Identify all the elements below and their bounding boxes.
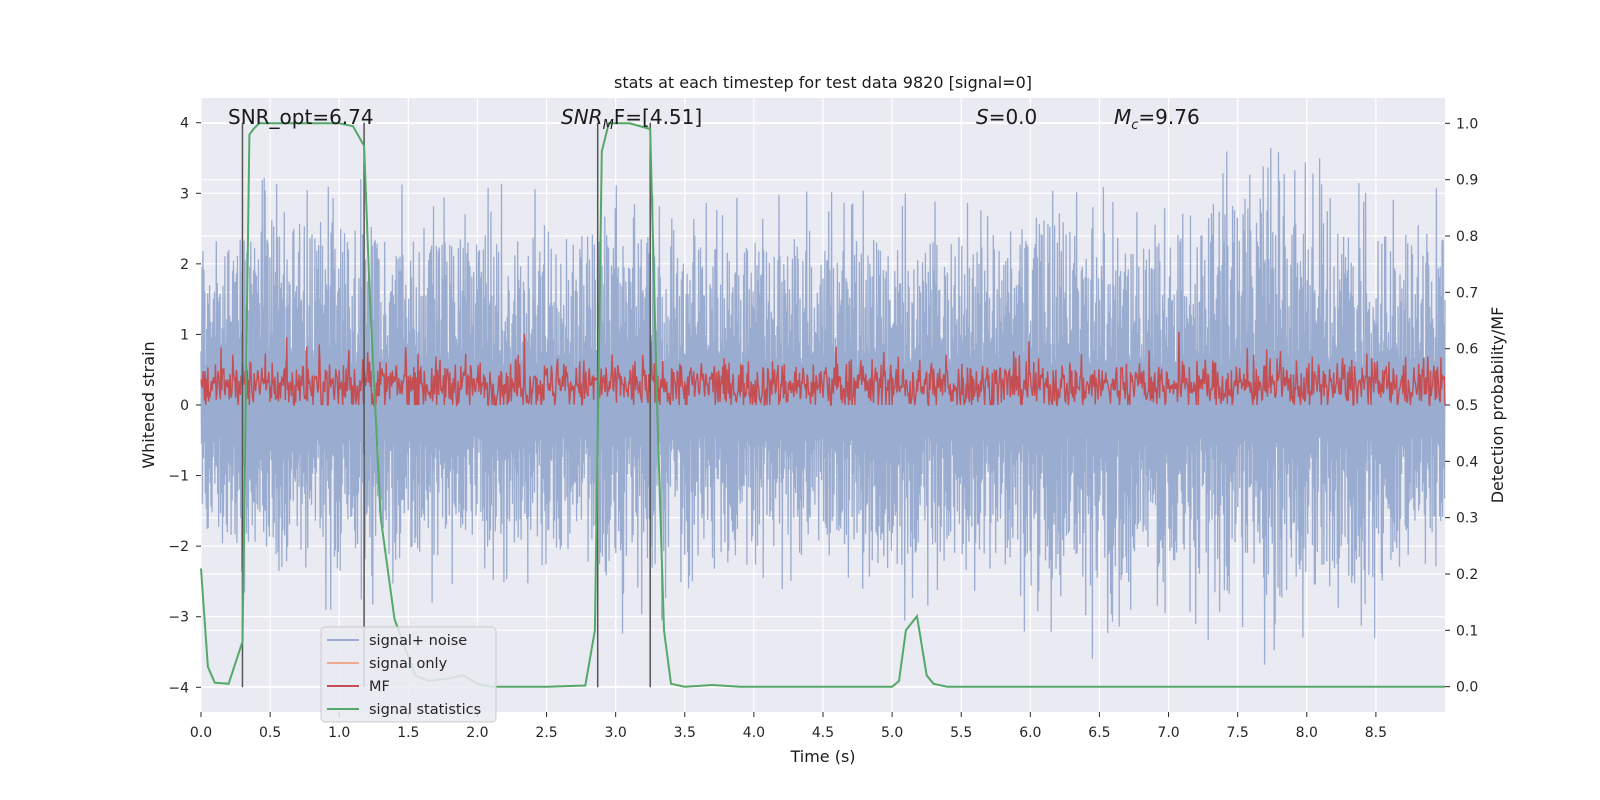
- y2-tick-label: 0.3: [1456, 511, 1478, 527]
- annotation-snr-mf-sub: M: [603, 118, 614, 133]
- y-tick-label: −4: [168, 680, 189, 696]
- annotation-mc-sub: c: [1131, 118, 1138, 133]
- annotation-s-rest: =0.0: [989, 105, 1038, 129]
- x-tick-label: 8.5: [1365, 725, 1387, 741]
- y-tick-label: 0: [180, 398, 189, 414]
- series-signal-statistics: [200, 122, 1445, 688]
- x-tick-label: 0.0: [190, 725, 212, 741]
- x-tick-label: 6.5: [1088, 725, 1110, 741]
- annotation-mc-rest: =9.76: [1138, 105, 1199, 129]
- x-axis-ticks: 0.0 0.5 1.0 1.5 2.0 2.5 3.0 3.5 4.0 4.5 5.0 5.5 6.0 6…: [190, 712, 1387, 741]
- y-tick-label: −3: [168, 610, 189, 626]
- x-tick-label: 7.0: [1157, 725, 1179, 741]
- series-signal-noise: [200, 147, 1446, 665]
- annotation-snr-opt: SNR_opt=6.74: [228, 105, 374, 129]
- y-tick-label: 2: [180, 257, 189, 273]
- x-tick-label: 4.5: [812, 725, 834, 741]
- annotation-snr-mf-rest: F=[4.51]: [614, 105, 702, 129]
- x-tick-label: 2.0: [466, 725, 488, 741]
- y2-tick-label: 0.6: [1456, 342, 1478, 358]
- y2-axis-ticks: 1.0 0.9 0.8 0.7 0.6 0.5 0.4 0.3 0.2 0.1 0.0: [1445, 116, 1478, 696]
- y-tick-label: 1: [180, 327, 189, 343]
- chart-title: stats at each timestep for test data 982…: [614, 73, 1032, 92]
- y2-tick-label: 1.0: [1456, 116, 1478, 132]
- x-tick-label: 2.5: [535, 725, 557, 741]
- y-tick-label: 4: [180, 116, 189, 132]
- legend-label: signal+ noise: [369, 633, 467, 649]
- x-tick-label: 5.5: [950, 725, 972, 741]
- y2-tick-label: 0.1: [1456, 623, 1478, 639]
- legend: signal+ noise signal only MF signal statist…: [320, 626, 497, 723]
- signal-statistics-line: [200, 122, 1445, 688]
- x-axis-label: Time (s): [789, 747, 855, 766]
- annotation-snr-mf-label: SNR: [561, 105, 603, 129]
- series-mf: [200, 331, 1446, 408]
- annotation-mc-label: M: [1114, 105, 1131, 129]
- y-tick-label: −1: [168, 469, 189, 485]
- y2-tick-label: 0.0: [1456, 680, 1478, 696]
- y2-tick-label: 0.4: [1456, 454, 1478, 470]
- x-tick-label: 0.5: [259, 725, 281, 741]
- legend-label: signal only: [369, 656, 448, 672]
- y-tick-label: 3: [180, 186, 189, 202]
- x-tick-label: 3.5: [674, 725, 696, 741]
- y2-tick-label: 0.2: [1456, 567, 1478, 583]
- y-axis-label: Whitened strain: [139, 341, 158, 468]
- x-tick-label: 1.5: [397, 725, 419, 741]
- y-axis-ticks: 4 3 2 1 0 −1 −2 −3 −4: [168, 116, 201, 696]
- mf-line: [200, 331, 1446, 408]
- legend-box: [320, 626, 497, 723]
- y-tick-label: −2: [168, 539, 189, 555]
- x-tick-label: 7.5: [1227, 725, 1249, 741]
- x-tick-label: 4.0: [743, 725, 765, 741]
- y2-tick-label: 0.7: [1456, 285, 1478, 301]
- annotation-s-label: S: [976, 105, 989, 129]
- x-tick-label: 8.0: [1296, 725, 1318, 741]
- y2-tick-label: 0.8: [1456, 229, 1478, 245]
- y2-axis-label: Detection probability/MF: [1488, 307, 1507, 504]
- x-tick-label: 1.0: [328, 725, 350, 741]
- x-tick-label: 6.0: [1019, 725, 1041, 741]
- legend-label: MF: [369, 679, 390, 695]
- signal-noise-line: [200, 147, 1446, 665]
- annotation-s: S=0.0: [976, 105, 1037, 129]
- y2-tick-label: 0.9: [1456, 173, 1478, 189]
- x-tick-label: 3.0: [605, 725, 627, 741]
- y2-tick-label: 0.5: [1456, 398, 1478, 414]
- annotation-snr-mf: SNRMF=[4.51]: [561, 105, 702, 133]
- legend-label: signal statistics: [369, 702, 481, 718]
- annotation-mc: Mc=9.76: [1114, 105, 1200, 133]
- x-tick-label: 5.0: [881, 725, 903, 741]
